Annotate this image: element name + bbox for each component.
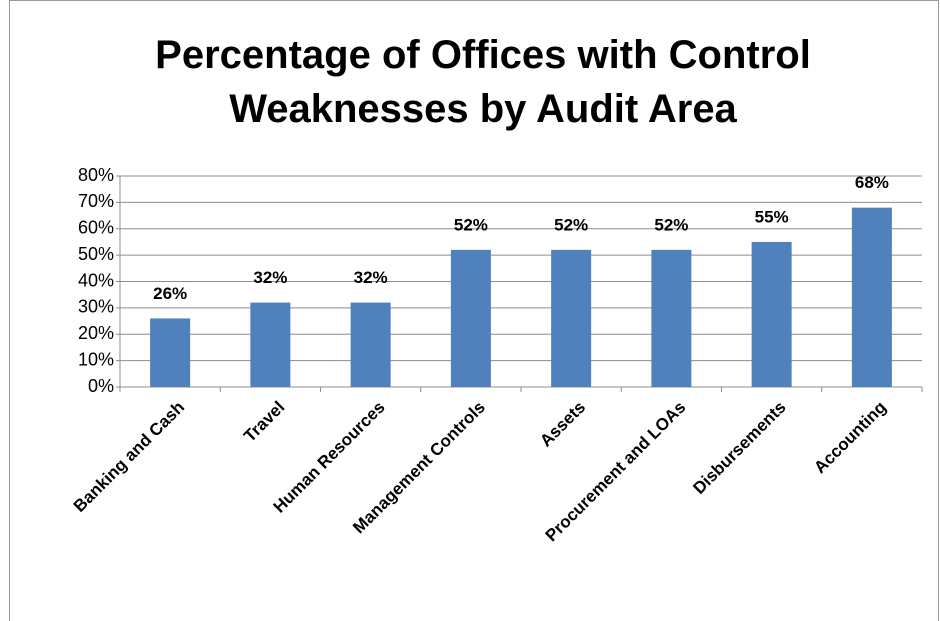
data-label: 52% <box>554 215 588 234</box>
bar <box>450 249 491 387</box>
x-tick-label: Banking and Cash <box>70 398 188 516</box>
y-tick-label: 10% <box>78 349 114 369</box>
chart-title: Percentage of Offices with Control Weakn… <box>155 33 811 131</box>
x-tick-label: Travel <box>240 398 288 446</box>
x-tick-label: Disbursements <box>689 398 789 498</box>
y-tick-label: 30% <box>78 297 114 317</box>
bar <box>551 249 592 387</box>
data-label: 26% <box>153 284 187 303</box>
bar <box>250 302 291 387</box>
bar <box>150 318 191 387</box>
bar <box>751 241 792 387</box>
chart-border <box>9 0 939 621</box>
y-tick-label: 50% <box>78 244 114 264</box>
bar <box>350 302 391 387</box>
data-label: 32% <box>253 268 287 287</box>
data-label: 55% <box>755 207 789 226</box>
data-label: 52% <box>654 215 688 234</box>
bar <box>651 249 692 387</box>
bar <box>851 207 892 387</box>
y-tick-label: 60% <box>78 218 114 238</box>
y-tick-label: 0% <box>88 376 114 396</box>
data-label: 68% <box>855 173 889 192</box>
y-tick-label: 70% <box>78 191 114 211</box>
data-label: 32% <box>354 268 388 287</box>
y-tick-label: 40% <box>78 270 114 290</box>
y-tick-label: 80% <box>78 165 114 185</box>
y-tick-label: 20% <box>78 323 114 343</box>
x-tick-label: Assets <box>536 398 589 451</box>
data-label: 52% <box>454 215 488 234</box>
x-tick-label: Accounting <box>810 398 890 478</box>
x-tick-label: Human Resources <box>270 398 389 517</box>
